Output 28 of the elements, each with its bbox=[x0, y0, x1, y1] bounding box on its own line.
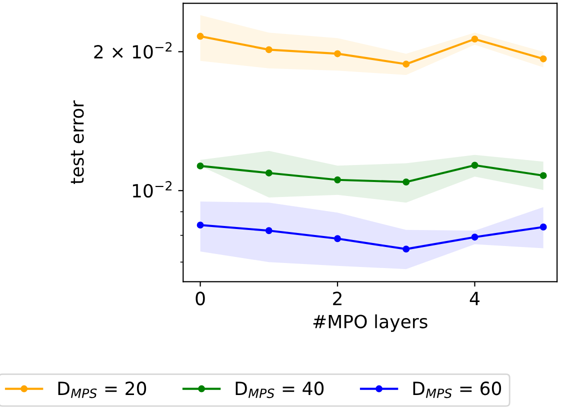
point bbox=[540, 224, 547, 230]
y-tick-label: 2 × 10$^{−2}$ bbox=[94, 42, 172, 59]
point bbox=[265, 170, 272, 176]
point bbox=[265, 227, 272, 234]
point bbox=[196, 222, 204, 229]
legend-label: D$_{MPS}$ = 60 bbox=[413, 382, 502, 398]
point bbox=[334, 235, 341, 242]
point bbox=[540, 172, 547, 180]
point bbox=[196, 162, 204, 170]
point bbox=[196, 32, 204, 40]
x-axis-title: #MPO layers bbox=[313, 314, 428, 332]
point bbox=[334, 176, 341, 184]
point bbox=[540, 55, 547, 62]
x-tick-label: 2 bbox=[333, 292, 342, 306]
point bbox=[402, 178, 410, 186]
point bbox=[334, 50, 341, 58]
point bbox=[471, 36, 478, 43]
legend-label: D$_{MPS}$ = 40 bbox=[236, 382, 324, 398]
x-tick-label: 4 bbox=[470, 292, 480, 306]
point bbox=[265, 46, 272, 54]
point bbox=[471, 162, 478, 169]
point bbox=[471, 234, 478, 241]
y-axis-title: test error bbox=[70, 100, 84, 184]
point bbox=[402, 60, 410, 68]
x-tick-label: 0 bbox=[196, 292, 205, 306]
y-tick-label: 10$^{−2}$ bbox=[132, 181, 172, 198]
point bbox=[402, 246, 410, 253]
legend-label: D$_{MPS}$ = 20 bbox=[58, 382, 146, 398]
